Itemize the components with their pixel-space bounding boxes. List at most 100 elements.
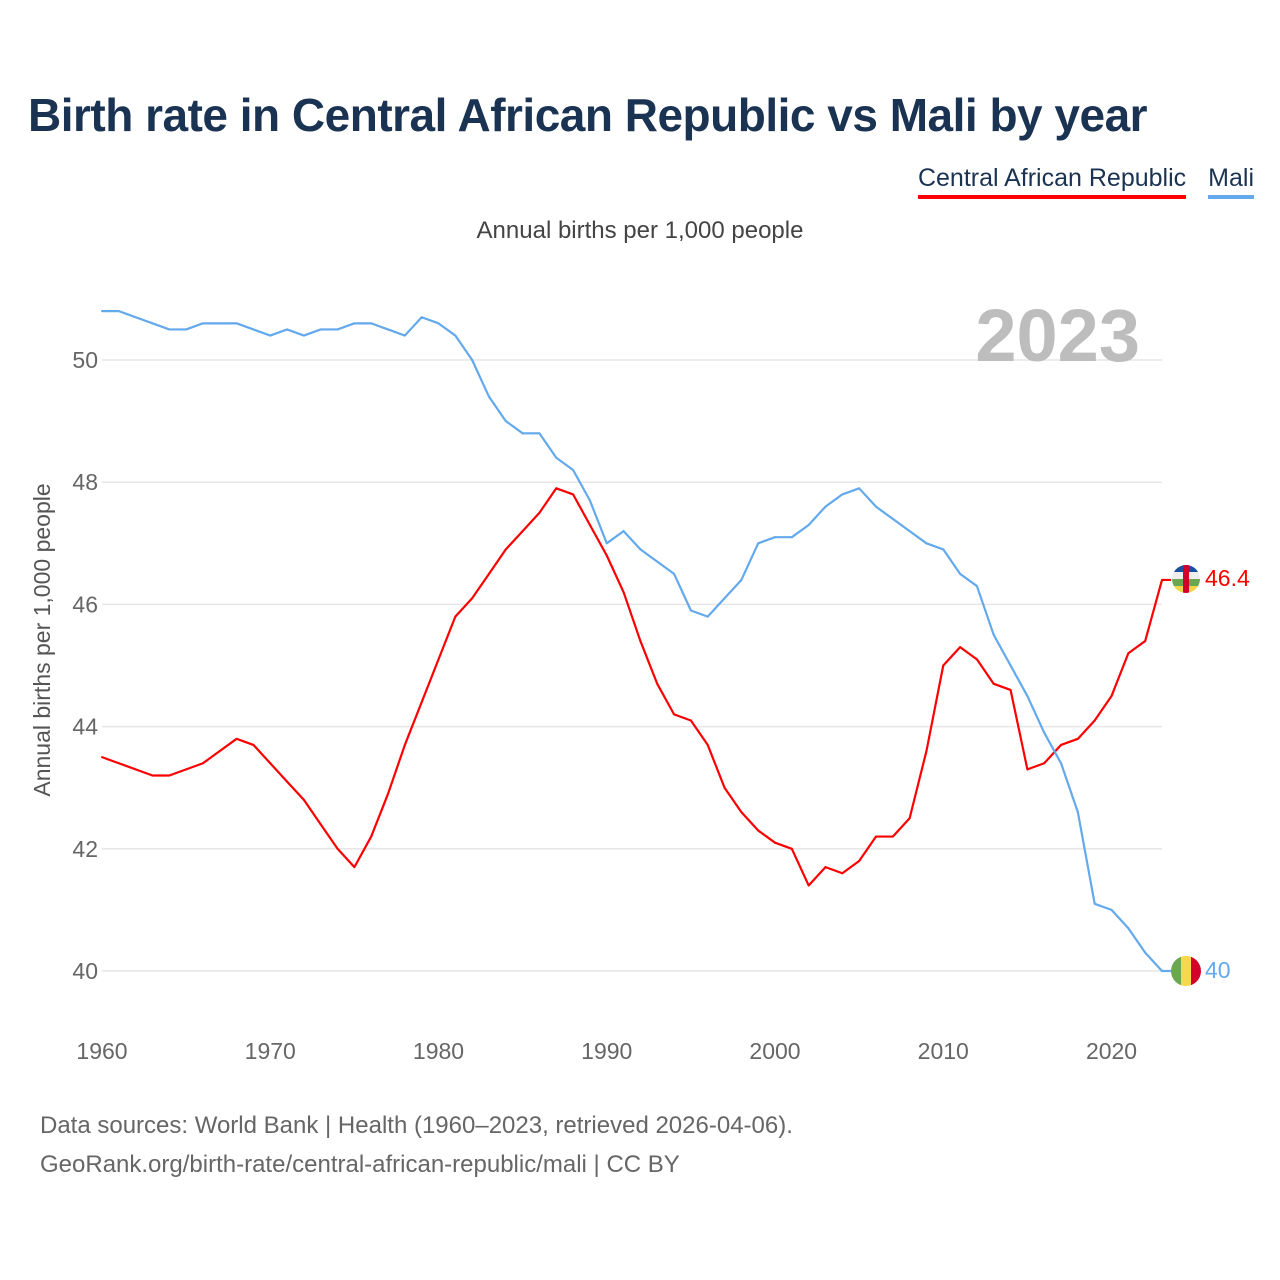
data-point: [1161, 970, 1163, 972]
data-point: [1144, 640, 1147, 643]
x-tick-label: 1980: [413, 1038, 464, 1064]
data-point: [639, 640, 642, 643]
data-point: [370, 322, 373, 325]
data-point: [471, 359, 474, 361]
y-tick-label: 50: [72, 347, 98, 373]
data-point: [471, 597, 474, 600]
data-point: [706, 743, 709, 746]
x-tick-label: 1990: [581, 1038, 632, 1064]
y-axis-label: Annual births per 1,000 people: [29, 483, 55, 796]
data-point: [252, 743, 255, 746]
data-point: [790, 847, 793, 850]
data-point: [723, 597, 726, 600]
data-point: [538, 511, 541, 514]
data-point: [1110, 908, 1113, 911]
data-point: [117, 762, 120, 765]
data-point: [841, 872, 844, 875]
data-point: [1127, 652, 1130, 655]
data-point: [151, 322, 154, 325]
data-point: [487, 572, 490, 575]
data-point: [521, 432, 524, 435]
data-point: [774, 536, 777, 539]
legend-item-central-african-republic[interactable]: Central African Republic: [917, 164, 1187, 199]
data-point: [117, 310, 120, 313]
x-tick-label: 2010: [918, 1038, 969, 1064]
data-point: [656, 682, 659, 685]
data-point: [975, 585, 978, 588]
series-line-central-african-republic[interactable]: [101, 487, 1171, 887]
data-point: [1009, 664, 1012, 667]
data-point: [706, 615, 709, 618]
data-point: [1076, 737, 1079, 740]
y-tick-label: 48: [72, 469, 98, 495]
year-watermark: 2023: [975, 294, 1140, 377]
end-label-central-african-republic: 46.4: [1205, 565, 1250, 591]
data-point: [538, 432, 541, 435]
data-point: [319, 328, 322, 331]
chart-subtitle: Annual births per 1,000 people: [476, 217, 804, 244]
y-tick-label: 44: [72, 714, 98, 740]
data-point: [302, 334, 305, 337]
data-point: [353, 866, 356, 869]
data-point: [740, 811, 743, 814]
data-point: [1026, 768, 1029, 771]
data-point: [807, 884, 810, 887]
data-point: [1043, 731, 1046, 734]
legend-item-mali[interactable]: Mali: [1208, 164, 1254, 199]
data-point: [454, 615, 457, 618]
data-point: [1060, 762, 1063, 765]
data-point: [437, 322, 440, 325]
data-point: [336, 847, 339, 850]
data-point: [1093, 719, 1096, 722]
data-point: [487, 395, 490, 398]
data-point: [504, 548, 507, 551]
data-point: [992, 633, 995, 636]
data-point: [925, 542, 928, 545]
data-point: [269, 334, 272, 337]
data-point: [858, 860, 861, 863]
data-point: [908, 530, 911, 533]
data-point: [1093, 902, 1096, 905]
data-point: [925, 750, 928, 753]
data-point: [891, 835, 894, 838]
data-point: [807, 523, 810, 526]
end-label-mali: 40: [1205, 957, 1231, 983]
data-point: [1060, 743, 1063, 746]
data-point: [740, 578, 743, 581]
y-tick-label: 40: [72, 958, 98, 984]
data-point: [403, 743, 406, 746]
data-point: [959, 646, 962, 649]
footer-url[interactable]: GeoRank.org/birth-rate/central-african-r…: [40, 1151, 680, 1178]
data-point: [218, 750, 221, 753]
data-point: [1161, 578, 1163, 581]
data-point: [420, 316, 423, 319]
data-point: [757, 542, 760, 545]
data-point: [387, 792, 390, 795]
mali-flag-icon: [1171, 956, 1201, 986]
footer: Data sources: World Bank | Health (1960–…: [40, 1106, 793, 1184]
data-point: [151, 774, 154, 777]
data-point: [1026, 695, 1029, 698]
data-point: [201, 762, 204, 765]
data-point: [1076, 811, 1079, 814]
data-point: [942, 664, 945, 667]
x-tick-label: 2020: [1086, 1038, 1137, 1064]
data-point: [101, 310, 103, 313]
data-point: [891, 517, 894, 520]
data-point: [1144, 951, 1147, 954]
data-point: [269, 762, 272, 765]
data-point: [959, 572, 962, 575]
data-point: [185, 328, 188, 331]
data-point: [572, 468, 575, 471]
data-point: [908, 817, 911, 820]
series-line-mali[interactable]: [102, 310, 1171, 973]
data-point: [319, 823, 322, 826]
data-point: [555, 456, 558, 459]
data-point: [673, 713, 676, 716]
data-point: [689, 609, 692, 612]
data-point: [387, 328, 390, 331]
data-point: [975, 658, 978, 661]
data-point: [302, 798, 305, 801]
data-point: [588, 523, 591, 526]
data-point: [757, 829, 760, 832]
